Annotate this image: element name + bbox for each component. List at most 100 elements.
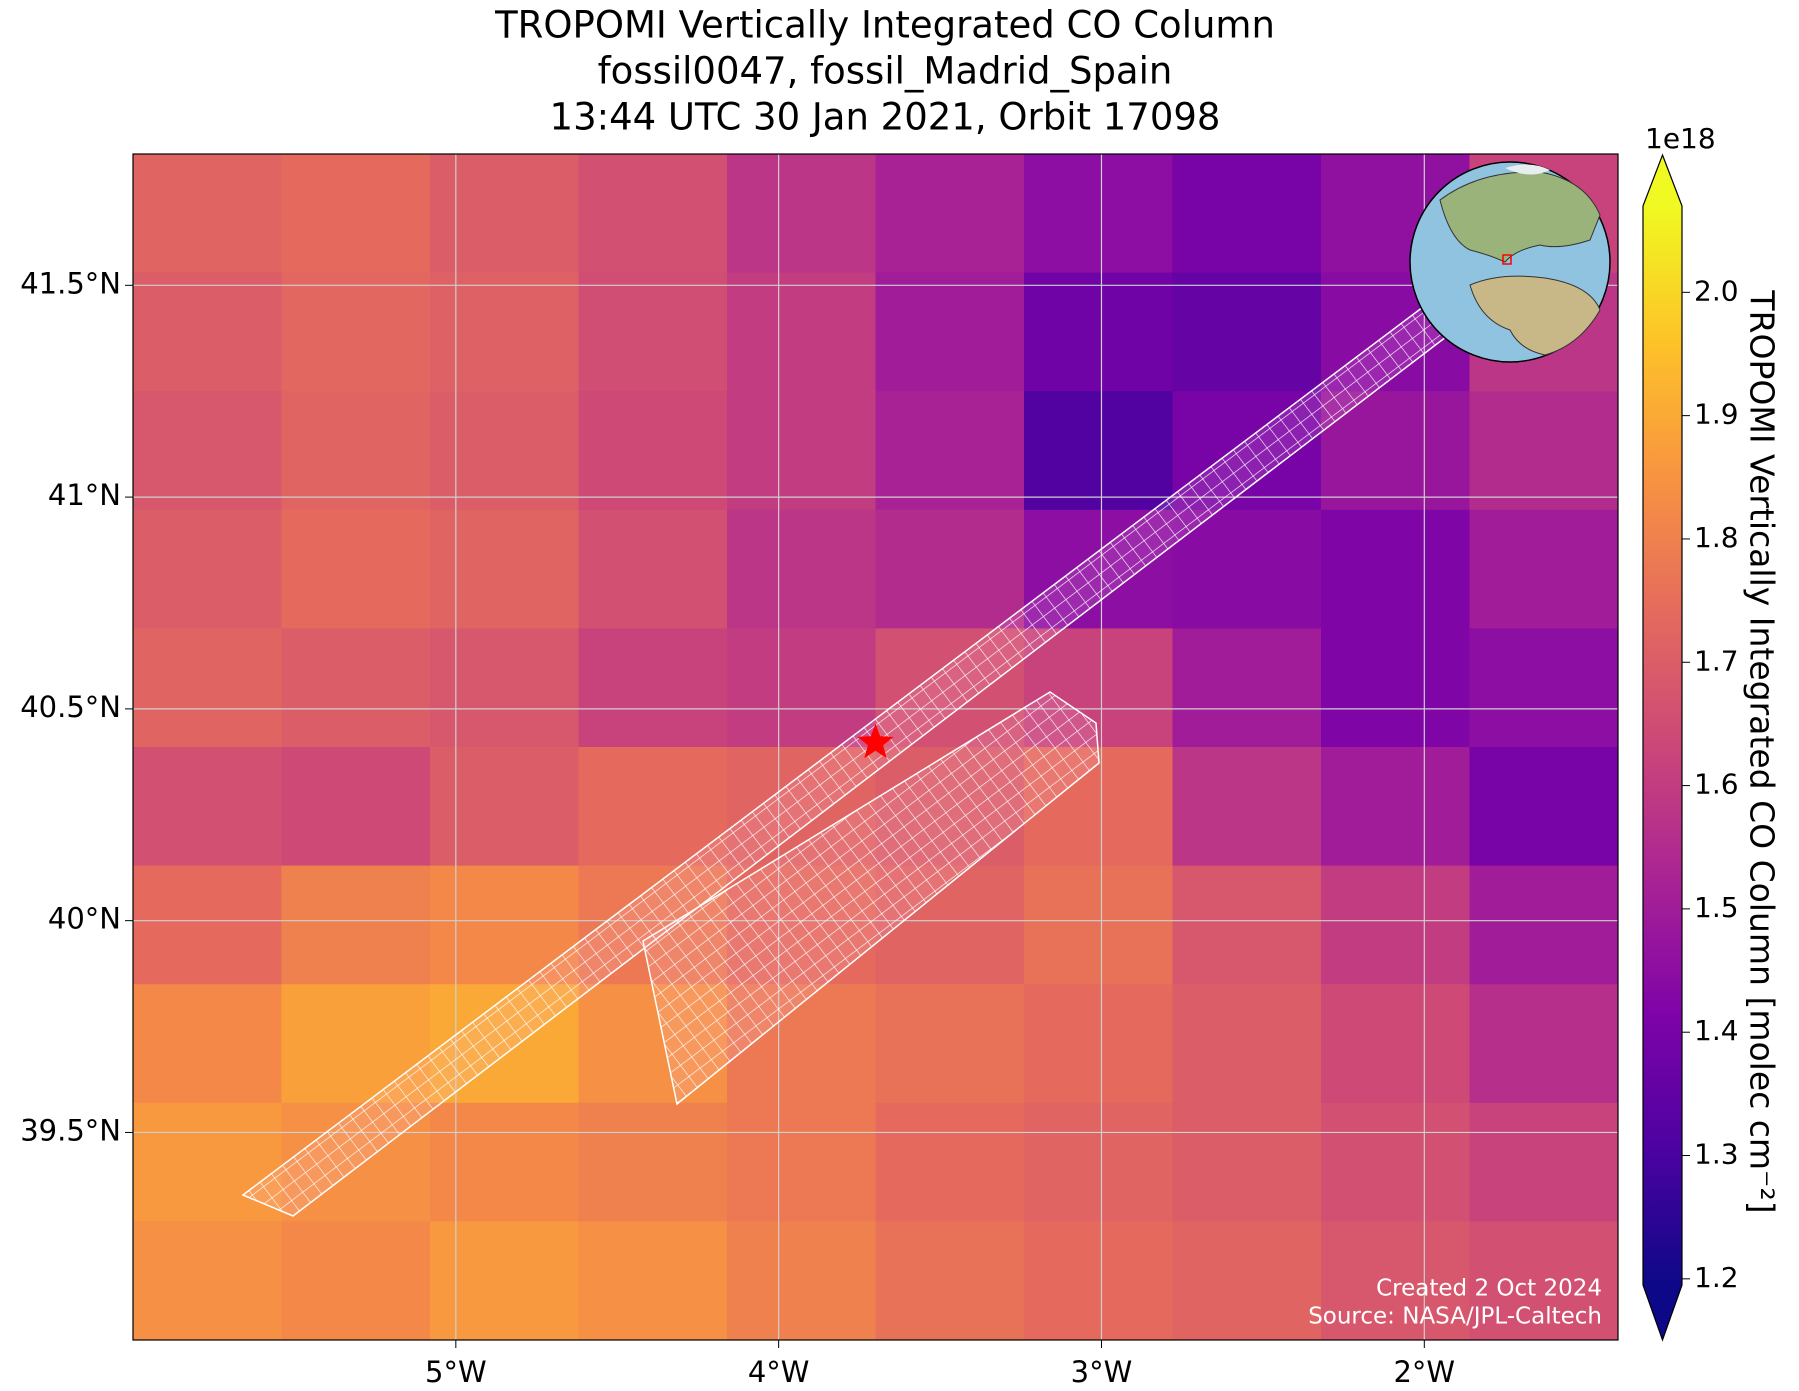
colorbar-extend-high [1643, 155, 1682, 206]
field-cell [133, 509, 282, 629]
plot-frame [132, 153, 1619, 1341]
field-cell [875, 391, 1025, 511]
colorbar-label: TROPOMI Vertically Integrated CO Column … [1743, 289, 1782, 1213]
field-cell [133, 1102, 282, 1222]
field-cell [727, 509, 876, 629]
y-tick-label: 39.5°N [20, 1113, 121, 1147]
field-cell [1321, 865, 1470, 985]
field-cell [133, 391, 282, 511]
annotations: Created 2 Oct 2024 Source: NASA/JPL-Calt… [1308, 1276, 1602, 1330]
annotation: Source: NASA/JPL-Caltech [1308, 1304, 1602, 1330]
site-layer [857, 723, 894, 759]
field-cell [281, 391, 431, 511]
field-cell [578, 509, 728, 629]
field-cell [727, 1102, 876, 1222]
colorbar-tick-label: 1.4 [1694, 1014, 1739, 1047]
field-cell [1172, 154, 1322, 274]
field-cell [1172, 272, 1322, 392]
colorbar-tick-label: 1.7 [1694, 644, 1739, 677]
field-cell [281, 272, 431, 392]
field-cell [1469, 1102, 1618, 1222]
field-cell [133, 747, 282, 867]
field-cell [133, 865, 282, 985]
field-cell [1024, 1102, 1173, 1222]
y-tick-label: 40°N [48, 902, 121, 936]
field-cell [133, 628, 282, 748]
inset-globe [1409, 161, 1611, 363]
field-cell [1172, 865, 1322, 985]
field-cell [578, 154, 728, 274]
field-cell [1024, 984, 1173, 1104]
colorbar: 1e18 TROPOMI Vertically Integrated CO Co… [1642, 122, 1782, 1342]
y-tick-label: 41.5°N [20, 266, 121, 300]
colorbar-tick-label: 1.5 [1694, 891, 1739, 924]
colorbar-tick-label: 2.0 [1694, 274, 1739, 307]
field-cell [281, 628, 431, 748]
field-cell [133, 1221, 282, 1340]
field-cell [1024, 391, 1173, 511]
colorbar-extend-low [1643, 1285, 1682, 1340]
field-cell [133, 984, 282, 1104]
field-cell [133, 272, 282, 392]
field-cell [1469, 509, 1618, 629]
swath-footprint [642, 691, 1100, 1106]
field-cell [430, 509, 579, 629]
colorbar-offset: 1e18 [1645, 122, 1716, 155]
field-cell [1321, 1221, 1470, 1340]
colorbar-tick-label: 1.8 [1694, 521, 1739, 554]
field-cell [1321, 509, 1470, 629]
field-cell [1469, 747, 1618, 867]
field-cell [1024, 154, 1173, 274]
field-cell [875, 1221, 1025, 1340]
field-cell [430, 154, 579, 274]
field-cell [1172, 1221, 1322, 1340]
grid [133, 154, 1618, 1340]
field-cell [281, 865, 431, 985]
annotation: Created 2 Oct 2024 [1376, 1276, 1602, 1302]
title-line: fossil0047, fossil_Madrid_Spain [598, 50, 1173, 93]
field-cell [727, 628, 876, 748]
field-cell [1172, 984, 1322, 1104]
colorbar-tick-label: 1.2 [1694, 1261, 1739, 1294]
field-cell [727, 154, 876, 274]
x-tick-label: 2°W [1393, 1355, 1455, 1389]
field-cell [430, 747, 579, 867]
field-cell [578, 1102, 728, 1222]
field-cell [281, 154, 431, 274]
colorbar-scale [1643, 206, 1682, 1285]
field-cell [430, 1221, 579, 1340]
field-cell [727, 272, 876, 392]
field-cell [430, 391, 579, 511]
field-cell [578, 628, 728, 748]
x-tick-label: 4°W [748, 1355, 810, 1389]
globe-ice [1505, 164, 1550, 175]
x-tick-label: 3°W [1071, 1355, 1133, 1389]
field-cell [578, 747, 728, 867]
field-cell [578, 391, 728, 511]
y-tick-label: 40.5°N [20, 690, 121, 724]
field-cell [133, 154, 282, 274]
field-cell [1172, 509, 1322, 629]
field-cell [727, 1221, 876, 1340]
y-tick-label: 41°N [48, 478, 121, 512]
field-cell [1469, 628, 1618, 748]
field-cell [1024, 272, 1173, 392]
x-tick-label: 5°W [425, 1355, 487, 1389]
field-cell [1172, 628, 1322, 748]
colorbar-tick-label: 1.3 [1694, 1138, 1739, 1171]
field-cell [281, 747, 431, 867]
field-cell [430, 1102, 579, 1222]
field-cell [1172, 747, 1322, 867]
colorbar-outline [1642, 153, 1683, 1342]
field-cell [875, 272, 1025, 392]
field-cell [1321, 984, 1470, 1104]
field-cell [281, 509, 431, 629]
field-cell [1172, 1102, 1322, 1222]
field-cell [1024, 1221, 1173, 1340]
field-cell [1469, 865, 1618, 985]
field-cell [430, 272, 579, 392]
field-cell [1321, 628, 1470, 748]
field-cell [578, 272, 728, 392]
field-cell [1024, 865, 1173, 985]
